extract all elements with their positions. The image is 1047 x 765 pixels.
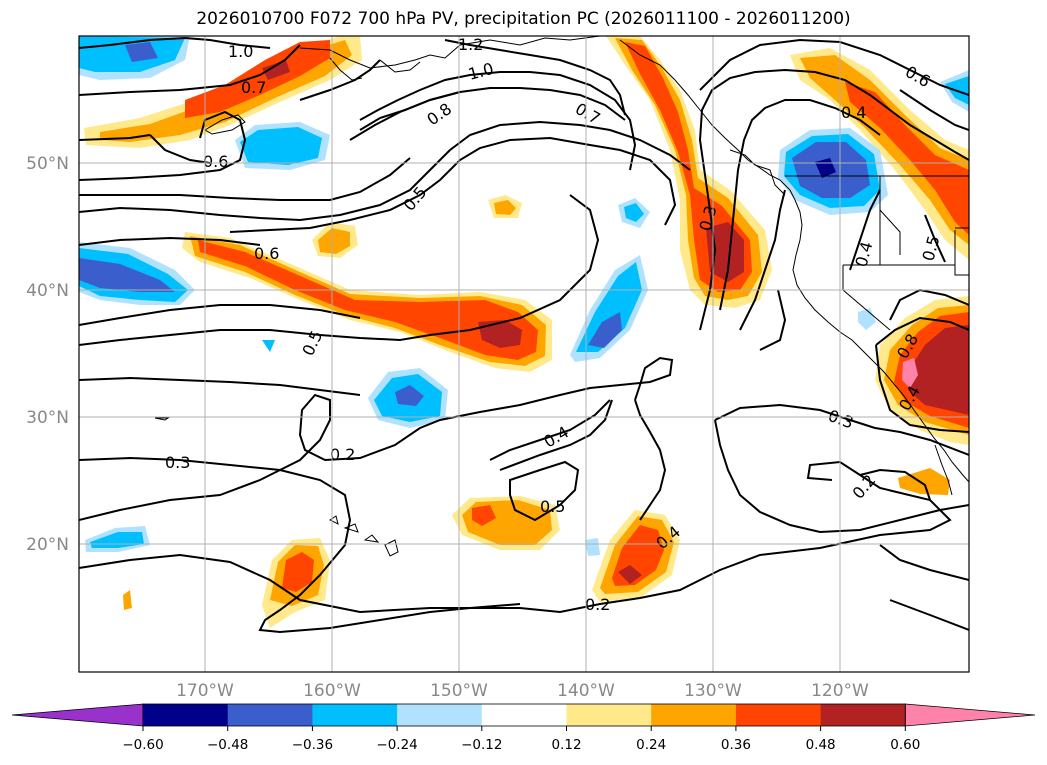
- contour-0.2: [79, 460, 952, 614]
- colorbar-segment: [312, 704, 398, 726]
- bc-coast: [619, 39, 796, 201]
- coastlines: [154, 36, 969, 557]
- colorbar-extend-high: [904, 703, 1036, 727]
- lon-label: 160°W: [303, 681, 361, 701]
- lat-label: 50°N: [26, 154, 69, 174]
- contour-label: 0.7: [241, 78, 266, 97]
- contour-0.6: [79, 110, 247, 181]
- colorbar-segment: [566, 704, 652, 726]
- map-plot-area: 1.0 1.2 0.7 1.0 0.8 0.7 0.6 0.4 0.6 0.5 …: [79, 35, 969, 672]
- colorbar-segment: [227, 704, 313, 726]
- map-title: 2026010700 F072 700 hPa PV, precipitatio…: [196, 9, 851, 29]
- pv-contour-labels: 1.0 1.2 0.7 1.0 0.8 0.7 0.6 0.4 0.6 0.5 …: [165, 35, 943, 614]
- pv-contours: [79, 36, 969, 634]
- contour-0.5: [229, 136, 677, 233]
- graticule: [79, 36, 969, 672]
- colorbar-segment: [397, 704, 483, 726]
- contour-label: 1.2: [458, 35, 483, 54]
- colorbar-segment: [820, 704, 906, 726]
- colorbar-tick-label: 0.36: [721, 737, 751, 753]
- contour-label: 0.3: [165, 453, 190, 472]
- contour-label: 0.6: [254, 244, 279, 263]
- contour-label: 0.2: [330, 445, 355, 464]
- colorbar-segment: [651, 704, 737, 726]
- lon-label: 140°W: [557, 681, 615, 701]
- colorbar-tick-label: 0.60: [890, 737, 920, 753]
- contour-east: [698, 68, 969, 331]
- map-frame: [78, 35, 970, 673]
- colorbar-tick-label: −0.48: [207, 737, 248, 753]
- colorbar-tick-label: −0.12: [461, 737, 502, 753]
- latitude-labels: 50°N 40°N 30°N 20°N: [26, 154, 69, 555]
- lat-label: 30°N: [26, 408, 69, 428]
- colorbar-tick-label: 0.12: [551, 737, 581, 753]
- contour-label: 1.0: [228, 42, 253, 61]
- lon-label: 170°W: [176, 681, 234, 701]
- colorbar-tick-label: −0.60: [122, 737, 163, 753]
- colorbar-segment: [481, 704, 567, 726]
- colorbar-tick-label: −0.36: [292, 737, 333, 753]
- hawaii-islands: [329, 515, 399, 557]
- colorbar-tick-label: 0.48: [806, 737, 836, 753]
- colorbar: −0.60 −0.48 −0.36 −0.24 −0.12 0.12 0.24 0.36 0.4…: [11, 703, 1036, 753]
- contour-0.3: [79, 356, 674, 521]
- lon-label: 120°W: [811, 681, 869, 701]
- colorbar-extend-low: [11, 703, 144, 727]
- lat-label: 40°N: [26, 281, 69, 301]
- longitude-labels: 170°W 160°W 150°W 140°W 130°W 120°W: [176, 681, 869, 701]
- precip-negative-fields: [79, 36, 969, 556]
- lat-label: 20°N: [26, 535, 69, 555]
- contour-1.0: [359, 91, 461, 131]
- contour-label: 0.4: [841, 103, 866, 122]
- precip-band-northeast: [790, 48, 969, 260]
- colorbar-tick-label: 0.24: [636, 737, 666, 753]
- contour-0.7: [299, 59, 381, 101]
- contour-label: 0.2: [585, 595, 610, 614]
- colorbar-frame: [142, 703, 906, 727]
- west-us-coast: [792, 199, 969, 483]
- contour-label: 0.5: [540, 497, 565, 516]
- lon-label: 150°W: [430, 681, 488, 701]
- alaska-coast: [299, 36, 601, 69]
- colorbar-segment: [735, 704, 822, 726]
- colorbar-tick-label: −0.24: [376, 737, 417, 753]
- contour-label: 0.6: [203, 152, 228, 171]
- colorbar-segment: [143, 704, 229, 726]
- lon-label: 130°W: [684, 681, 742, 701]
